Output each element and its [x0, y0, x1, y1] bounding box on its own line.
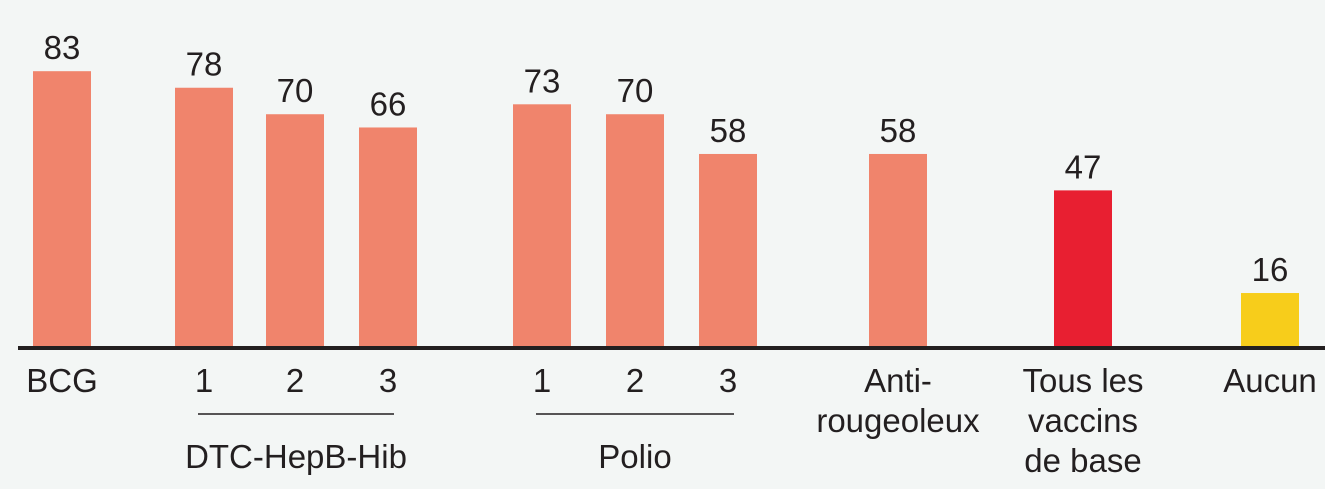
bar-0 — [33, 71, 91, 346]
value-label-3: 66 — [370, 85, 407, 122]
value-label-9: 16 — [1252, 251, 1289, 288]
group-labels-layer: DTC-HepB-Hib Polio — [185, 413, 734, 475]
category-label-5: 2 — [626, 362, 644, 399]
value-label-6: 58 — [710, 112, 747, 149]
category-labels-layer: BCG 1 2 3 1 2 3 Anti-rougeoleux Tous les vaccins d… — [26, 362, 1317, 479]
bars-layer — [33, 71, 1299, 346]
bar-8 — [1054, 190, 1112, 346]
category-label-4: 1 — [533, 362, 551, 399]
value-labels-layer: 83 78 70 66 73 70 58 58 47 16 — [44, 29, 1289, 288]
bar-9 — [1241, 293, 1299, 346]
value-label-7: 58 — [880, 112, 917, 149]
bar-3 — [359, 127, 417, 346]
category-label-9: Aucun — [1223, 362, 1317, 399]
category-label-6: 3 — [719, 362, 737, 399]
category-label-8: Tous les vaccins de base — [1022, 362, 1143, 479]
category-label-3: 3 — [379, 362, 397, 399]
category-label-7: Anti-rougeoleux — [816, 362, 980, 439]
category-label-0: BCG — [26, 362, 98, 399]
value-label-5: 70 — [617, 72, 654, 109]
value-label-1: 78 — [186, 46, 223, 83]
bar-7 — [869, 153, 927, 346]
group-label-1: Polio — [598, 438, 671, 475]
bar-2 — [266, 114, 324, 346]
category-label-2: 2 — [286, 362, 304, 399]
value-label-8: 47 — [1065, 148, 1102, 185]
category-label-1: 1 — [195, 362, 213, 399]
bar-6 — [699, 153, 757, 346]
bar-1 — [175, 87, 233, 346]
value-label-4: 73 — [524, 62, 561, 99]
value-label-2: 70 — [277, 72, 314, 109]
group-label-0: DTC-HepB-Hib — [185, 438, 407, 475]
bar-4 — [513, 104, 571, 346]
bar-5 — [606, 114, 664, 346]
value-label-0: 83 — [44, 29, 81, 66]
